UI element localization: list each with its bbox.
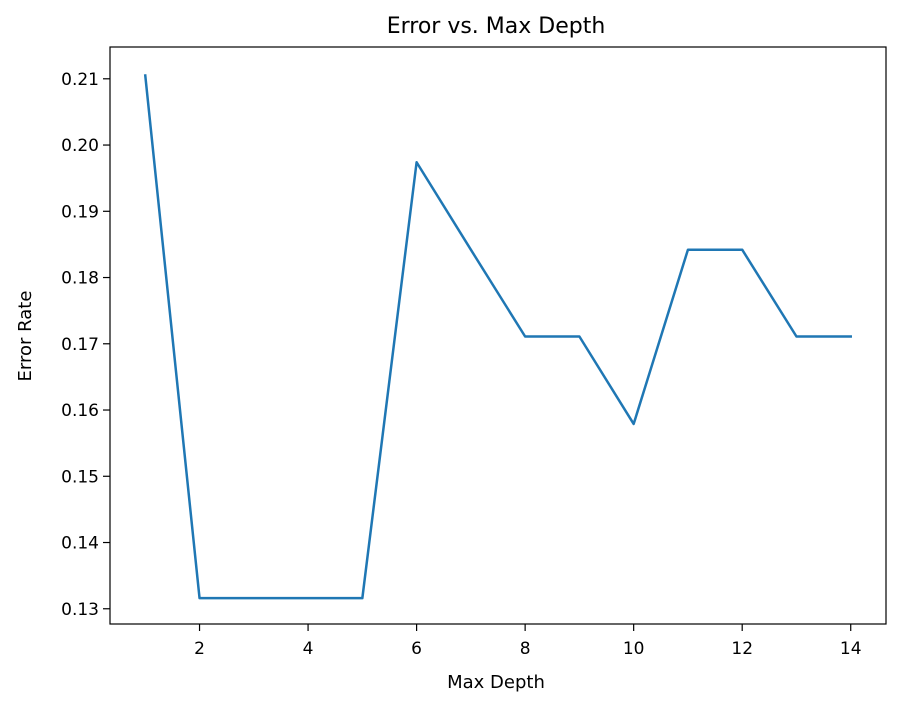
- y-tick-label: 0.15: [61, 467, 99, 487]
- series-layer: [143, 74, 852, 600]
- x-tick-label: 6: [411, 639, 422, 659]
- y-tick-label: 0.13: [61, 600, 99, 620]
- y-axis: 0.13 0.14 0.15 0.16 0.17 0.18 0.19 0.20 0.21: [61, 70, 110, 620]
- x-tick-label: 10: [623, 639, 645, 659]
- x-tick-label: 12: [731, 639, 753, 659]
- series-line-0: [143, 74, 852, 600]
- x-tick-label: 14: [840, 639, 862, 659]
- y-axis-label: Error Rate: [15, 291, 36, 382]
- plot-frame: [109, 46, 887, 625]
- x-tick-label: 4: [303, 639, 314, 659]
- x-axis-label: Max Depth: [447, 672, 545, 693]
- x-tick-label: 2: [194, 639, 205, 659]
- y-tick-label: 0.19: [61, 202, 99, 222]
- chart-title: Error vs. Max Depth: [387, 14, 606, 39]
- x-tick-label: 8: [520, 639, 531, 659]
- y-tick-label: 0.16: [61, 401, 99, 421]
- y-tick-label: 0.17: [61, 335, 99, 355]
- y-tick-label: 0.20: [61, 136, 99, 156]
- y-tick-label: 0.18: [61, 269, 99, 289]
- y-tick-label: 0.14: [61, 534, 99, 554]
- y-tick-label: 0.21: [61, 70, 99, 90]
- x-axis: 2 4 6 8 10 12 14: [194, 624, 862, 659]
